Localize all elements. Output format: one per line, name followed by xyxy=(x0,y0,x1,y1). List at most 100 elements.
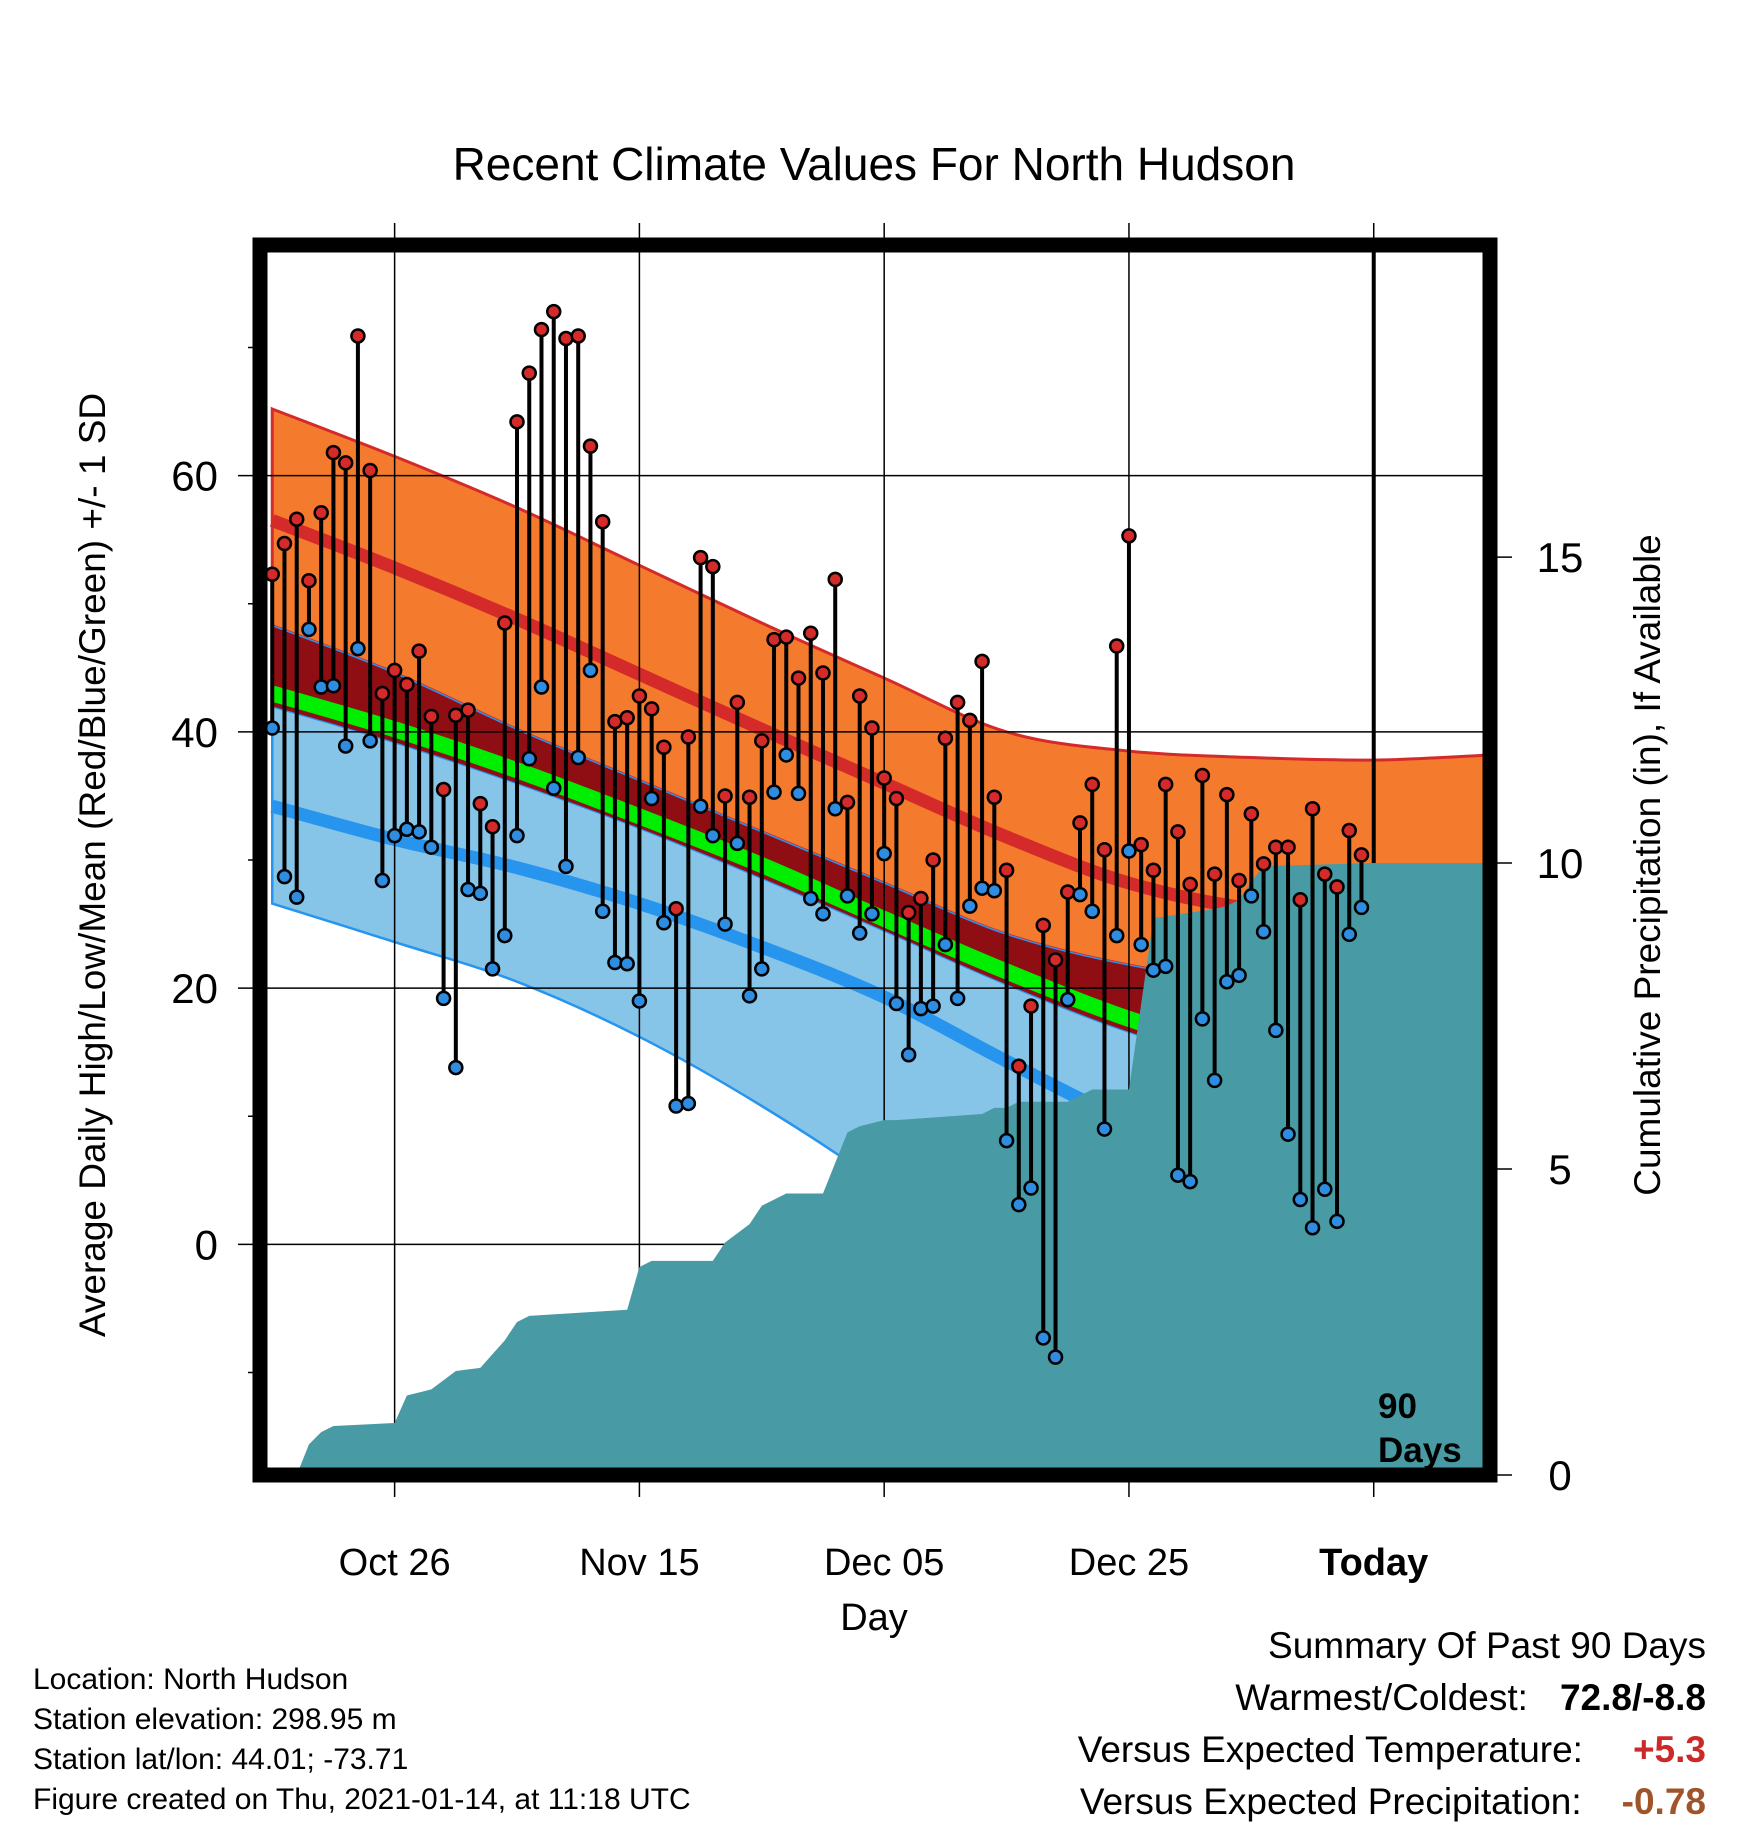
obs-low-point xyxy=(570,749,586,766)
footer-elevation: Station elevation: 298.95 m xyxy=(33,1703,397,1736)
obs-low-point xyxy=(741,988,758,1004)
obs-high-point xyxy=(1231,872,1247,889)
obs-high-point xyxy=(301,572,317,589)
obs-high-point xyxy=(1108,638,1125,654)
obs-high-point xyxy=(1255,856,1272,872)
obs-low-point xyxy=(1341,926,1358,943)
obs-low-point xyxy=(1280,1126,1296,1142)
obs-high-point xyxy=(509,414,525,430)
obs-low-point xyxy=(1121,843,1137,859)
x-tick-label: Dec 05 xyxy=(824,1542,944,1584)
obs-high-point xyxy=(876,770,892,786)
obs-low-point xyxy=(350,640,366,657)
obs-high-point xyxy=(802,625,819,641)
summary-precip-label: Versus Expected Precipitation: xyxy=(1079,1781,1582,1822)
obs-low-point xyxy=(851,925,868,941)
obs-high-point xyxy=(925,852,941,868)
obs-low-point xyxy=(1206,1072,1223,1089)
obs-high-point xyxy=(472,795,489,812)
obs-high-point xyxy=(643,701,660,717)
obs-high-point xyxy=(729,694,746,711)
obs-low-point xyxy=(1329,1213,1345,1230)
obs-high-point xyxy=(484,818,501,835)
obs-low-point xyxy=(1231,967,1247,984)
y2-tick-label: 10 xyxy=(1537,840,1584,887)
precipitation-fill xyxy=(266,863,1490,1475)
y2-axis-label: Cumulative Precipitation (in), If Availa… xyxy=(1627,534,1668,1196)
obs-low-point xyxy=(913,1000,929,1017)
obs-high-point xyxy=(313,505,329,521)
obs-low-point xyxy=(864,906,880,922)
obs-low-point xyxy=(594,903,611,919)
obs-low-point xyxy=(533,679,550,695)
obs-high-point xyxy=(619,710,635,726)
obs-low-point xyxy=(435,990,452,1007)
obs-high-point xyxy=(900,904,917,921)
obs-high-point xyxy=(1072,815,1088,831)
obs-low-point xyxy=(1157,958,1174,975)
obs-high-point xyxy=(399,676,415,693)
obs-high-point xyxy=(1206,866,1223,882)
obs-low-point xyxy=(1170,1167,1186,1183)
summary-panel: Summary Of Past 90 Days Warmest/Coldest:… xyxy=(1078,1620,1706,1828)
obs-high-point xyxy=(1060,884,1076,900)
obs-low-point xyxy=(1219,973,1235,990)
obs-high-point xyxy=(533,321,550,338)
obs-low-point xyxy=(521,751,538,767)
obs-low-point xyxy=(974,880,990,896)
obs-high-point xyxy=(692,549,709,566)
obs-low-point xyxy=(325,678,342,694)
obs-high-point xyxy=(998,862,1015,878)
obs-low-point xyxy=(411,824,427,840)
obs-low-point xyxy=(1255,924,1272,940)
obs-low-point xyxy=(558,858,574,875)
obs-low-point xyxy=(631,993,648,1009)
obs-high-point xyxy=(815,665,831,681)
obs-high-point xyxy=(778,629,795,645)
obs-high-point xyxy=(521,365,538,381)
obs-low-point xyxy=(705,827,721,844)
obs-high-point xyxy=(1243,806,1260,822)
obs-low-point xyxy=(374,872,391,889)
obs-high-point xyxy=(1219,786,1235,803)
axes: 0 20 40 60 0 5 10 15 Oct 26 Nov 15 Dec 05 Dec 25 Tod… xyxy=(171,223,1583,1584)
obs-low-point xyxy=(448,1059,464,1076)
obs-low-point xyxy=(545,780,562,796)
obs-low-point xyxy=(986,883,1003,899)
obs-high-point xyxy=(986,789,1003,805)
obs-low-point xyxy=(301,621,317,638)
y2-tick-label: 0 xyxy=(1548,1452,1571,1499)
obs-high-point xyxy=(631,688,648,704)
obs-high-point xyxy=(827,571,843,588)
obs-high-point xyxy=(1121,528,1137,544)
obs-low-point xyxy=(362,733,378,749)
obs-low-point xyxy=(900,1047,917,1063)
obs-high-point xyxy=(949,694,966,711)
obs-high-point xyxy=(362,462,378,479)
summary-precip-value: -0.78 xyxy=(1621,1781,1706,1822)
obs-high-point xyxy=(1304,801,1321,817)
footer-info: Location: North Hudson Station elevation… xyxy=(33,1660,691,1820)
obs-low-point xyxy=(717,916,733,932)
obs-high-point xyxy=(1317,866,1333,882)
obs-high-point xyxy=(325,444,342,461)
precipitation-area xyxy=(266,863,1490,1475)
obs-high-point xyxy=(668,900,684,917)
obs-low-point xyxy=(778,747,795,763)
obs-low-point xyxy=(313,679,329,695)
obs-low-point xyxy=(386,827,403,844)
obs-low-point xyxy=(484,961,501,977)
obs-high-point xyxy=(497,615,513,631)
obs-low-point xyxy=(729,835,746,852)
x-tick-label: Oct 26 xyxy=(339,1542,451,1584)
footer-location: Location: North Hudson xyxy=(33,1663,349,1696)
obs-high-point xyxy=(350,328,366,344)
obs-high-point xyxy=(1182,876,1198,893)
obs-high-point xyxy=(1133,836,1149,853)
obs-high-point xyxy=(1096,842,1113,858)
summary-precip-row: Versus Expected Precipitation: -0.78 xyxy=(1078,1776,1706,1828)
summary-temp-label: Versus Expected Temperature: xyxy=(1077,1729,1583,1770)
obs-high-point xyxy=(374,685,391,702)
obs-high-point xyxy=(888,790,905,807)
obs-low-point xyxy=(692,798,709,814)
